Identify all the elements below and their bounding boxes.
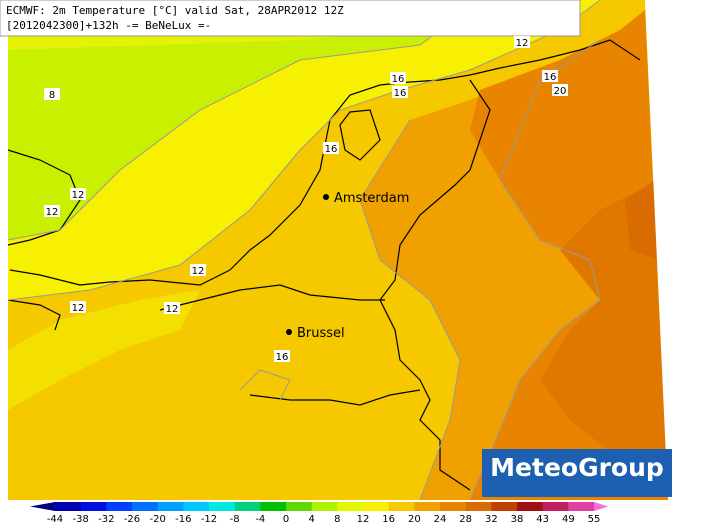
contour-label-box bbox=[70, 301, 86, 313]
legend-swatch bbox=[337, 502, 364, 511]
legend-swatch bbox=[388, 502, 415, 511]
city-label: Brussel bbox=[297, 326, 345, 341]
city-marker bbox=[286, 329, 292, 335]
contour-label-box bbox=[552, 84, 568, 96]
legend-swatch bbox=[55, 502, 82, 511]
legend-swatch bbox=[491, 502, 518, 511]
legend-swatch bbox=[80, 502, 107, 511]
contour-label: 12 bbox=[192, 266, 205, 277]
legend-tick-label: 24 bbox=[434, 514, 447, 525]
legend-tick-label: 4 bbox=[308, 514, 314, 525]
contour-label: 8 bbox=[49, 90, 55, 101]
legend-tick-label: 8 bbox=[334, 514, 340, 525]
legend-tick-label: -20 bbox=[149, 514, 165, 525]
contour-label: 16 bbox=[325, 144, 338, 155]
legend-tick-label: 38 bbox=[511, 514, 524, 525]
legend-tick-label: 43 bbox=[536, 514, 549, 525]
legend-tick-label: -8 bbox=[230, 514, 240, 525]
legend-swatch bbox=[234, 502, 261, 511]
legend-swatch bbox=[132, 502, 159, 511]
legend-swatch bbox=[286, 502, 313, 511]
contour-labels: 8 12 12 12 12 12 16 16 16 12 16 20 16 bbox=[44, 36, 568, 363]
color-legend: -44 -38 -32 -26 -20 -16 -12 -8 -4 0 4 8 12 16 20 24 28 32… bbox=[30, 502, 608, 525]
contour-label: 12 bbox=[72, 190, 85, 201]
contour-label-box bbox=[323, 142, 339, 154]
contour-label: 16 bbox=[392, 74, 405, 85]
legend-arrow bbox=[30, 502, 55, 511]
legend-tick-label: 32 bbox=[485, 514, 498, 525]
legend-tick-label: -12 bbox=[201, 514, 217, 525]
legend-swatch bbox=[440, 502, 467, 511]
contour-label: 12 bbox=[166, 304, 179, 315]
legend-tick-label: -26 bbox=[124, 514, 140, 525]
header-box bbox=[0, 0, 581, 37]
legend-swatch bbox=[414, 502, 441, 511]
logo: MeteoGroup bbox=[490, 453, 664, 482]
legend-tick-label: 20 bbox=[408, 514, 421, 525]
legend-tick-label: 0 bbox=[283, 514, 289, 525]
legend-tick-label: 28 bbox=[459, 514, 472, 525]
legend-arrow bbox=[594, 502, 608, 511]
legend-swatch bbox=[106, 502, 133, 511]
header-line: ECMWF: 2m Temperature [°C] valid Sat, 28… bbox=[6, 4, 344, 17]
contour-label-box bbox=[70, 188, 86, 200]
contour-label: 12 bbox=[46, 207, 59, 218]
contour-label: 12 bbox=[516, 38, 529, 49]
legend-swatch bbox=[209, 502, 236, 511]
contour-label-box bbox=[190, 264, 206, 276]
contour-label: 16 bbox=[394, 88, 407, 99]
contour-label-box bbox=[514, 36, 530, 48]
legend-tick-label: -38 bbox=[72, 514, 88, 525]
legend-tick-label: -32 bbox=[98, 514, 114, 525]
legend-tick-label: -44 bbox=[47, 514, 63, 525]
legend-tick-label: 49 bbox=[562, 514, 575, 525]
legend-swatch bbox=[260, 502, 287, 511]
city-label: Amsterdam bbox=[334, 191, 409, 206]
legend-tick-label: -4 bbox=[255, 514, 265, 525]
contour-label-box bbox=[392, 86, 408, 98]
logo-box bbox=[482, 449, 672, 497]
contour-label: 16 bbox=[544, 72, 557, 83]
contour-label-box bbox=[44, 88, 60, 100]
legend-swatch bbox=[465, 502, 492, 511]
legend-swatch bbox=[568, 502, 595, 511]
contour-label: 20 bbox=[554, 86, 567, 97]
legend-tick-label: 12 bbox=[357, 514, 370, 525]
legend-swatch bbox=[517, 502, 544, 511]
contour-label-box bbox=[44, 205, 60, 217]
contour-label-box bbox=[164, 302, 180, 314]
isotherms bbox=[7, 0, 601, 501]
legend-swatch bbox=[363, 502, 390, 511]
legend-tick-label: 16 bbox=[382, 514, 395, 525]
contour-label: 12 bbox=[72, 303, 85, 314]
header-line: [2012042300]+132h -= BeNeLux =- bbox=[6, 19, 211, 32]
contour-label-box bbox=[274, 350, 290, 362]
legend-tick-label: -16 bbox=[175, 514, 191, 525]
contour-label-box bbox=[390, 72, 406, 84]
legend-swatch bbox=[157, 502, 184, 511]
legend-tick-label: 55 bbox=[588, 514, 601, 525]
legend-swatch bbox=[183, 502, 210, 511]
legend-swatch bbox=[542, 502, 569, 511]
contour-label: 16 bbox=[276, 352, 289, 363]
city-marker bbox=[323, 194, 329, 200]
contour-label-box bbox=[542, 70, 558, 82]
legend-swatch bbox=[311, 502, 338, 511]
